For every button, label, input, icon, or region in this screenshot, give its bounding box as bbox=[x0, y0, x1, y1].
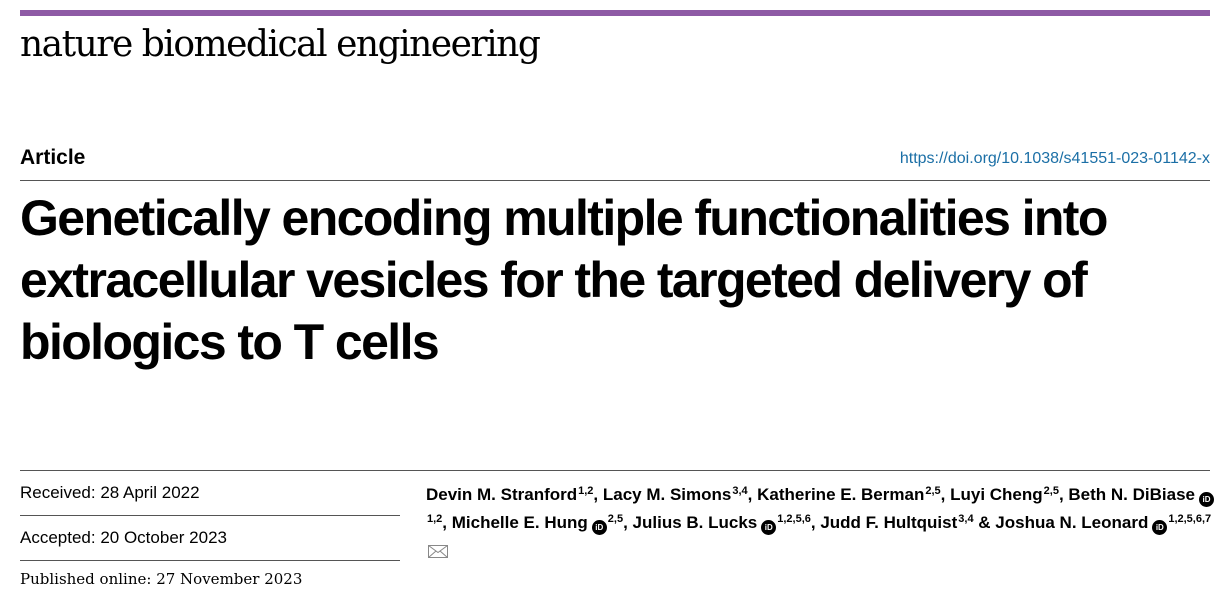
author-separator: , bbox=[442, 513, 452, 532]
author-name: Joshua N. Leonard bbox=[995, 513, 1149, 532]
article-title: Genetically encoding multiple functional… bbox=[20, 190, 1108, 370]
author-name: Judd F. Hultquist bbox=[820, 513, 958, 532]
published-date: Published online: 27 November 2023 bbox=[20, 570, 303, 588]
author-8[interactable]: Judd F. Hultquist3,4 bbox=[820, 513, 973, 532]
dates-block: Received: 28 April 2022 Accepted: 20 Oct… bbox=[20, 471, 400, 561]
author-name: Katherine E. Berman bbox=[757, 485, 925, 504]
journal-color-bar bbox=[20, 10, 1210, 16]
author-4[interactable]: Luyi Cheng2,5 bbox=[950, 485, 1059, 504]
envelope-icon[interactable] bbox=[428, 545, 448, 558]
affiliation-numbers: 3,4 bbox=[958, 513, 974, 525]
author-name: Beth N. DiBiase bbox=[1068, 485, 1195, 504]
author-2[interactable]: Lacy M. Simons3,4 bbox=[603, 485, 748, 504]
author-name: Julius B. Lucks bbox=[632, 513, 758, 532]
author-1[interactable]: Devin M. Stranford1,2 bbox=[426, 485, 593, 504]
divider bbox=[20, 470, 1210, 471]
author-5[interactable]: Beth N. DiBiase iD 1,2 bbox=[426, 485, 1214, 532]
orcid-icon[interactable]: iD bbox=[1152, 520, 1168, 535]
orcid-icon[interactable]: iD bbox=[591, 520, 607, 535]
author-separator: , bbox=[747, 485, 758, 504]
author-7[interactable]: Julius B. Lucks iD1,2,5,6 bbox=[632, 513, 811, 535]
author-separator: , bbox=[623, 513, 633, 532]
author-separator: & bbox=[973, 513, 996, 532]
author-name: Luyi Cheng bbox=[950, 485, 1043, 504]
orcid-icon[interactable]: iD bbox=[761, 520, 777, 535]
doi-link[interactable]: https://doi.org/10.1038/s41551-023-01142… bbox=[899, 150, 1210, 167]
author-name: Devin M. Stranford bbox=[426, 485, 578, 504]
author-3[interactable]: Katherine E. Berman2,5 bbox=[757, 485, 941, 504]
affiliation-numbers: 1,2 bbox=[578, 485, 594, 497]
article-type-label: Article bbox=[20, 146, 86, 169]
received-date: Received: 28 April 2022 bbox=[20, 471, 400, 516]
author-separator: , bbox=[940, 485, 951, 504]
author-name: Lacy M. Simons bbox=[602, 485, 732, 504]
accepted-date: Accepted: 20 October 2023 bbox=[20, 516, 400, 561]
author-separator: , bbox=[1058, 485, 1069, 504]
affiliation-numbers: 2,5 bbox=[607, 513, 624, 525]
affiliation-numbers: 1,2,5,6,7 bbox=[1168, 513, 1212, 525]
author-separator: , bbox=[810, 513, 821, 532]
divider bbox=[20, 180, 1210, 181]
affiliation-numbers: 2,5 bbox=[1043, 485, 1059, 497]
affiliation-numbers: 1,2,5,6 bbox=[777, 513, 811, 525]
affiliation-numbers: 3,4 bbox=[732, 485, 748, 497]
affiliation-numbers: 2,5 bbox=[925, 485, 941, 497]
author-6[interactable]: Michelle E. Hung iD2,5 bbox=[451, 513, 624, 535]
author-separator: , bbox=[593, 485, 603, 504]
author-name: Michelle E. Hung bbox=[451, 513, 588, 532]
orcid-icon[interactable]: iD bbox=[1199, 492, 1214, 507]
affiliation-numbers: 1,2 bbox=[427, 513, 443, 525]
author-list: Devin M. Stranford1,2, Lacy M. Simons3,4… bbox=[426, 481, 1216, 565]
author-9[interactable]: Joshua N. Leonard iD1,2,5,6,7 bbox=[426, 513, 1211, 560]
journal-name: nature biomedical engineering bbox=[20, 24, 541, 65]
